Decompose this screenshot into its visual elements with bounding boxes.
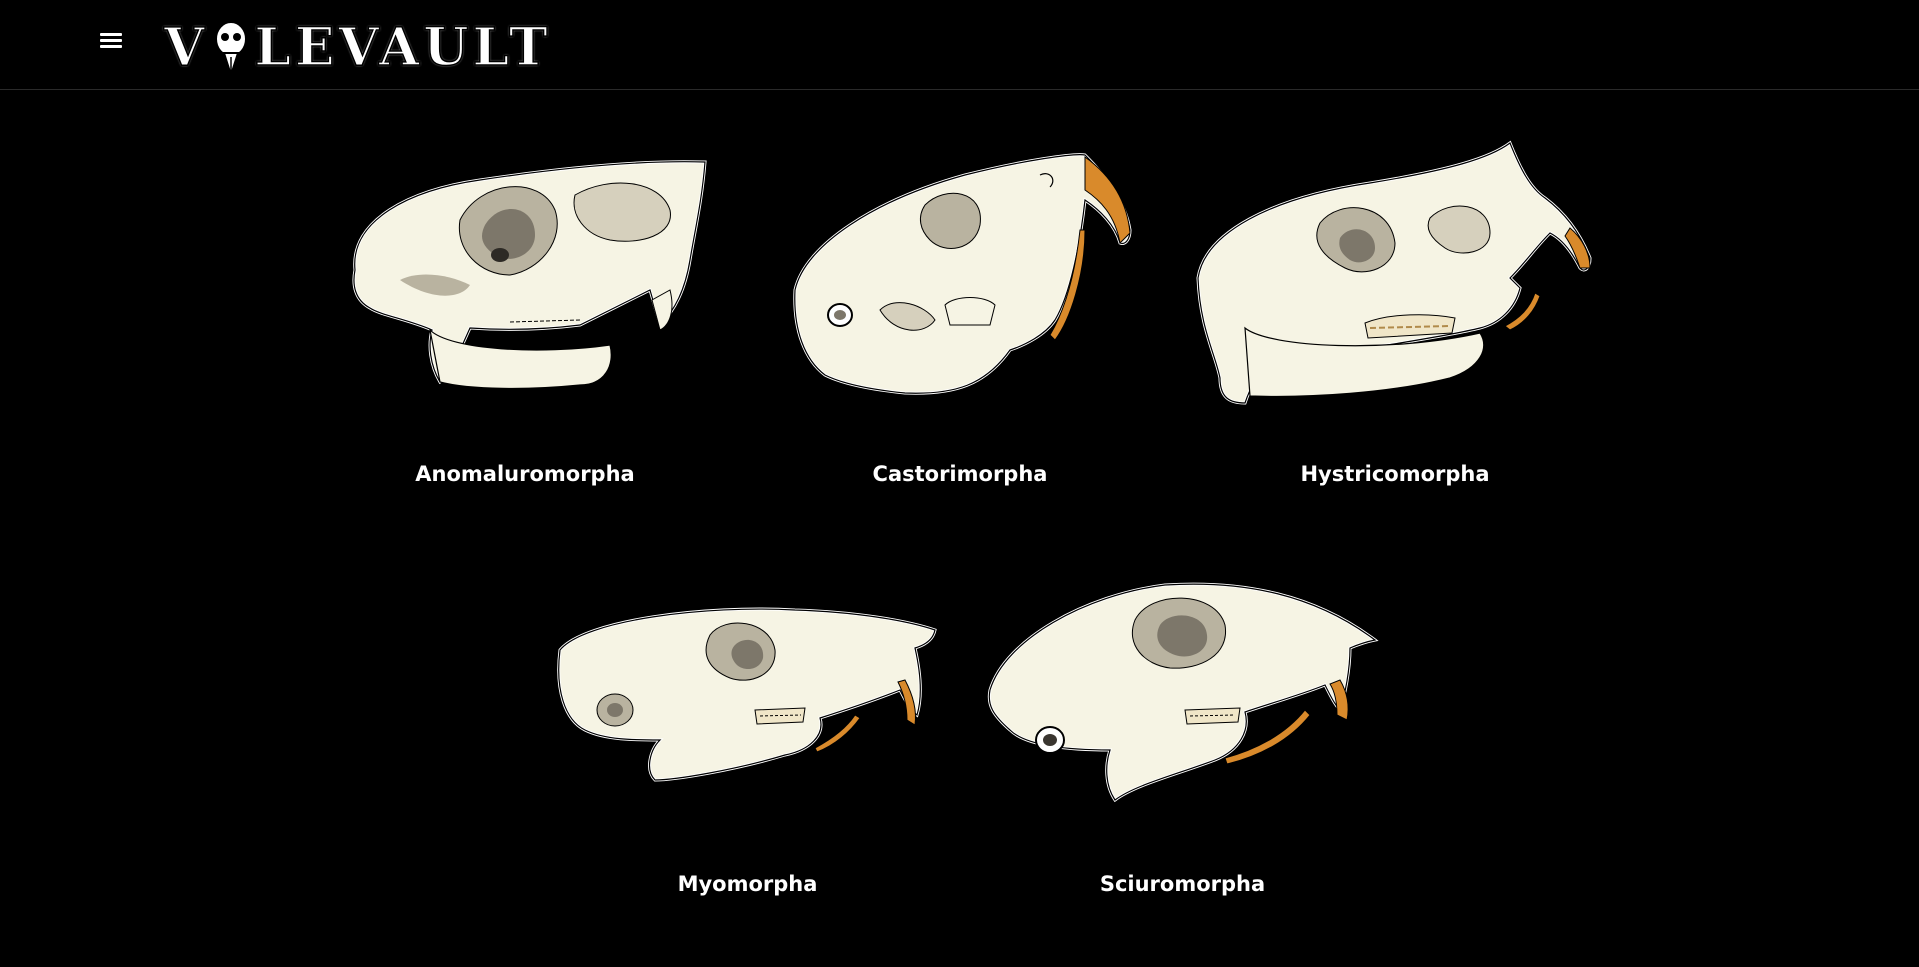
skull-label: Castorimorpha: [872, 462, 1048, 486]
castorimorpha-skull-image: [793, 153, 1132, 395]
skull-label: Hystricomorpha: [1300, 462, 1490, 486]
skull-card-hystricomorpha[interactable]: Hystricomorpha: [1190, 138, 1600, 500]
skull-card-sciuromorpha[interactable]: Sciuromorpha: [985, 580, 1380, 910]
skull-label: Anomaluromorpha: [415, 462, 635, 486]
top-bar: V LEVAULT: [0, 0, 1919, 90]
myomorpha-skull-image: [557, 607, 937, 782]
sciuromorpha-skull-image: [987, 582, 1379, 803]
skull-label: Sciuromorpha: [1099, 872, 1266, 896]
skull-label: Myomorpha: [677, 872, 818, 896]
skull-card-myomorpha[interactable]: Myomorpha: [555, 600, 940, 910]
logo-suffix: LEVAULT: [254, 16, 552, 79]
skull-card-anomaluromorpha[interactable]: Anomaluromorpha: [340, 150, 710, 500]
logo-skull-icon: [215, 21, 248, 77]
anomaluromorpha-skull-image: [352, 160, 707, 390]
hystricomorpha-skull-image: [1196, 140, 1592, 405]
site-logo[interactable]: V LEVAULT: [163, 12, 552, 82]
logo-prefix: V: [163, 16, 209, 79]
hamburger-menu-icon[interactable]: [98, 30, 126, 56]
skull-card-castorimorpha[interactable]: Castorimorpha: [785, 145, 1135, 500]
